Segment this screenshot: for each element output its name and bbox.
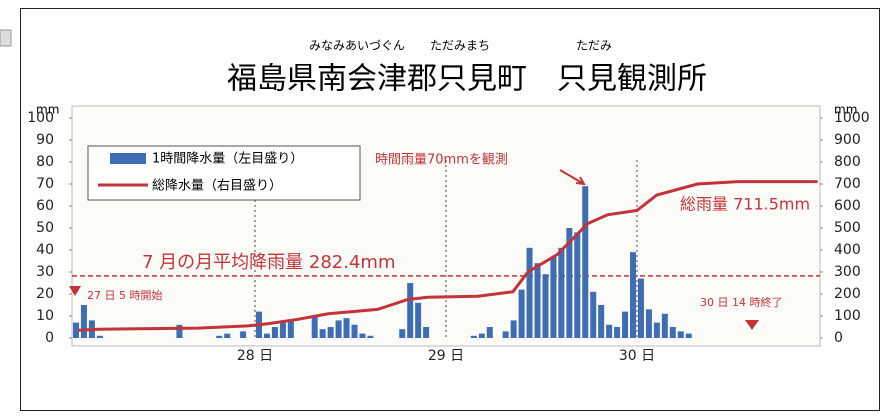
bar [502, 331, 509, 338]
bar [478, 333, 485, 338]
bar [677, 331, 684, 338]
y-tick-label: 100 [27, 110, 54, 126]
annotation: 30 日 14 時終了 [700, 295, 782, 309]
bar [550, 256, 557, 338]
y2-tick-label: 200 [834, 286, 861, 302]
y-tick-label: 40 [36, 242, 54, 258]
y2-tick-label: 0 [834, 330, 843, 346]
bar [566, 228, 573, 338]
bar [582, 186, 589, 338]
bar [534, 263, 541, 338]
bar [637, 278, 644, 338]
bar [510, 320, 517, 338]
furigana: ただみまち [430, 39, 490, 53]
bar [574, 232, 581, 338]
y2-tick-label: 800 [834, 154, 861, 170]
bar [542, 274, 549, 338]
bar [661, 313, 668, 338]
furigana: ただみ [576, 39, 612, 53]
bar [470, 335, 477, 338]
bar [216, 335, 223, 338]
bar [287, 320, 294, 338]
arrow [559, 169, 586, 186]
bar [558, 247, 565, 338]
legend-label: 総降水量（右目盛り） [152, 179, 282, 194]
bar [96, 335, 103, 338]
bar [271, 327, 278, 338]
annotation: 27 日 5 時開始 [87, 288, 163, 302]
bar [622, 311, 629, 338]
chart-title: 福島県南会津郡只見町 只見観測所 [227, 62, 707, 97]
bar [399, 329, 406, 338]
start-marker [69, 286, 81, 296]
y-tick-label: 50 [36, 220, 54, 236]
y-tick-label: 20 [36, 286, 54, 302]
y-tick-label: 60 [36, 198, 54, 214]
bar [72, 322, 79, 338]
y-tick-label: 0 [45, 330, 54, 346]
y-tick-label: 70 [36, 176, 54, 192]
x-tick-label: 29 日 [428, 348, 464, 364]
bar [486, 327, 493, 338]
y2-tick-label: 100 [834, 308, 861, 324]
y-tick-label: 90 [36, 132, 54, 148]
bar [343, 318, 350, 338]
end-marker [745, 320, 759, 330]
y-tick-label: 10 [36, 308, 54, 324]
line [78, 180, 818, 332]
bar [311, 316, 318, 338]
bar [407, 283, 414, 338]
bar [630, 252, 636, 338]
annotation: 総雨量 711.5mm [680, 195, 810, 214]
bar [518, 289, 525, 338]
bar [606, 324, 613, 338]
y-unit: mm [36, 103, 59, 117]
bar [590, 291, 597, 338]
bar [335, 320, 342, 338]
legend-swatch [110, 153, 146, 164]
bar [653, 322, 660, 338]
bar [359, 333, 366, 338]
bar [319, 329, 326, 338]
y-tick-label: 30 [36, 264, 54, 280]
bar [327, 327, 334, 338]
bar [423, 327, 430, 338]
side-icon [0, 29, 12, 47]
y2-tick-label: 600 [834, 198, 861, 214]
bar [614, 327, 621, 338]
y2-tick-label: 1000 [834, 110, 870, 126]
furigana: みなみあいづぐん [309, 39, 405, 53]
bar [669, 327, 676, 338]
bar [645, 309, 652, 338]
y2-tick-label: 500 [834, 220, 861, 236]
bar [415, 302, 422, 338]
y2-tick-label: 400 [834, 242, 861, 258]
y2-tick-label: 900 [834, 132, 861, 148]
bar [351, 324, 358, 338]
bar [279, 320, 286, 338]
bar [224, 333, 231, 338]
legend-label: 1時間降水量（左目盛り） [152, 152, 303, 167]
bar [598, 305, 605, 338]
y2-tick-label: 300 [834, 264, 861, 280]
y2-unit: mm [834, 103, 857, 117]
y-tick-label: 80 [36, 154, 54, 170]
annotation: 時間雨量70mmを観測 [375, 153, 508, 168]
y2-tick-label: 700 [834, 176, 861, 192]
bar [526, 247, 533, 338]
reference-label: 7 月の月平均降雨量 282.4mm [142, 252, 396, 273]
bar [240, 331, 247, 338]
bar [176, 324, 183, 338]
x-tick-label: 28 日 [237, 348, 273, 364]
x-tick-label: 30 日 [619, 348, 655, 364]
bar [367, 335, 374, 338]
bar [685, 333, 692, 338]
bar [263, 333, 270, 338]
bar [80, 305, 87, 338]
